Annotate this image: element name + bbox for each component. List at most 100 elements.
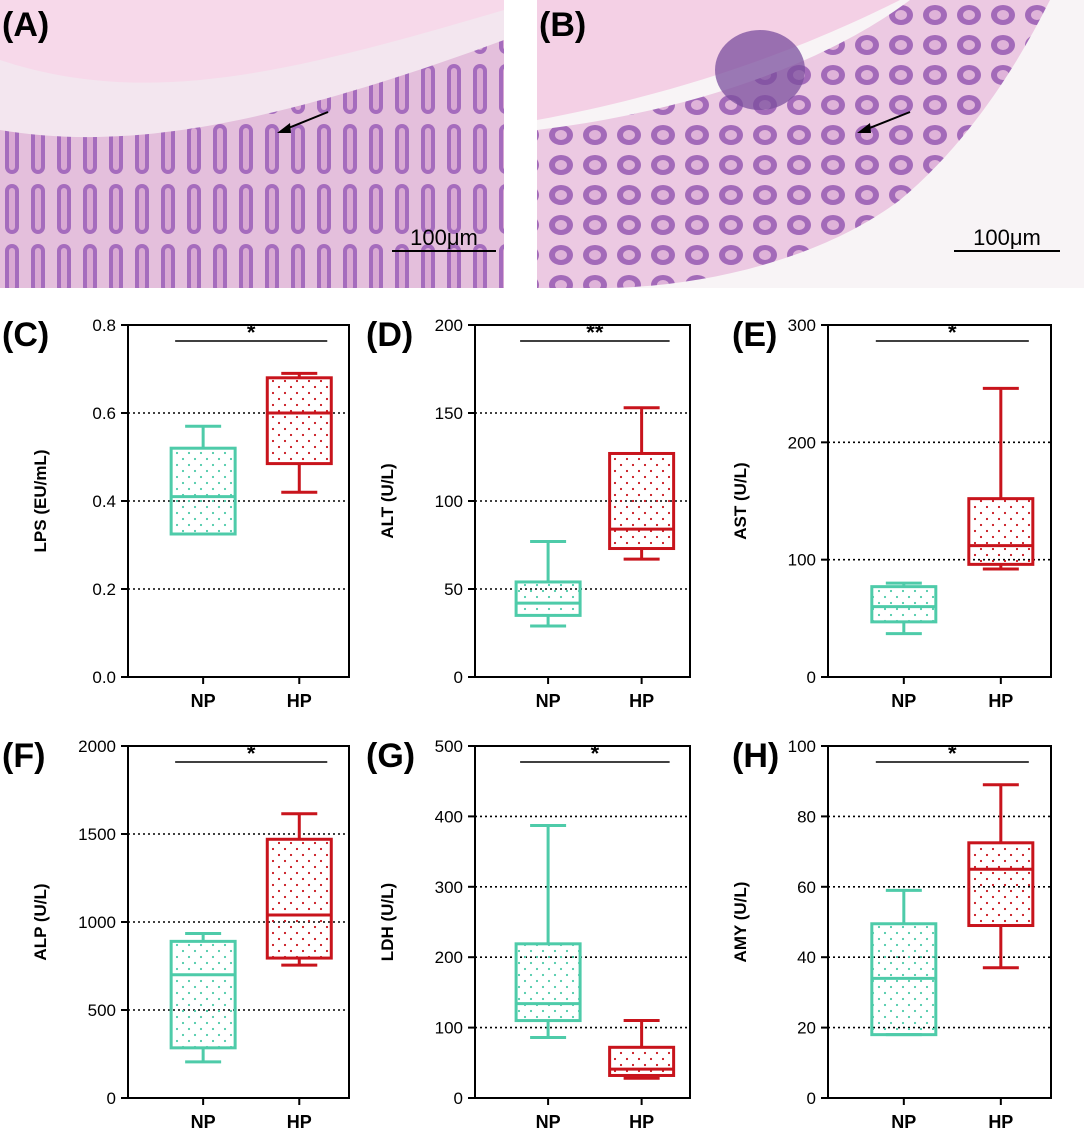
arrowhead-icon: [857, 123, 871, 133]
box-iqr: [608, 1045, 676, 1077]
panel-label: (D): [366, 316, 413, 354]
box-iqr: [967, 841, 1035, 928]
significance-marker: **: [586, 320, 604, 345]
panel-label: (F): [2, 737, 45, 775]
scale-bar-label-a: 100μm: [410, 225, 478, 250]
box-iqr: [967, 497, 1035, 566]
panel-label: (C): [2, 316, 49, 354]
chart-lps: (C) 0.0 0.2 0.4 0.6 0.8 LPS (EU/mL) NP HP *: [2, 316, 350, 711]
x-tick-label-np: NP: [891, 1112, 916, 1129]
x-tick-label-hp: HP: [988, 691, 1013, 711]
chart-ldh: (G) 0 100 200 300 400 500 LDH (U/L) NP HP *: [366, 737, 691, 1129]
chart-alp: (F) 0 500 1000 1500 2000 ALP (U/L) NP HP *: [2, 737, 350, 1129]
y-axis-label: AST (U/L): [731, 462, 750, 539]
x-tick-label-hp: HP: [988, 1112, 1013, 1129]
box-np: [169, 424, 237, 536]
y-tick-label: 0.2: [92, 580, 116, 599]
y-tick-label: 100: [788, 737, 816, 756]
panel-label-b: (B): [539, 6, 586, 44]
box-np: [514, 824, 582, 1039]
x-tick-label-hp: HP: [287, 1112, 312, 1129]
y-tick-label: 1000: [78, 913, 116, 932]
chart-alt: (D) 0 50 100 150 200 ALT (U/L) NP HP **: [366, 316, 691, 711]
y-tick-label: 100: [435, 1019, 463, 1038]
box-np: [870, 888, 938, 1037]
x-tick-label-np: NP: [536, 1112, 561, 1129]
y-tick-label: 40: [797, 948, 816, 967]
scale-bar-label-b: 100μm: [973, 225, 1041, 250]
significance-marker: *: [247, 741, 256, 766]
y-tick-label: 0.8: [92, 316, 116, 335]
box-iqr: [265, 837, 333, 960]
x-tick-label-np: NP: [191, 691, 216, 711]
box-hp: [265, 371, 333, 494]
box-np: [514, 539, 582, 628]
panel-label-a: (A): [2, 6, 49, 44]
y-tick-label: 50: [444, 580, 463, 599]
muscle-layer-a: [0, 0, 504, 83]
y-axis-label: LDH (U/L): [378, 883, 397, 961]
y-axis-label: ALT (U/L): [378, 463, 397, 538]
plot-frame: [474, 745, 691, 1099]
box-iqr: [608, 451, 676, 551]
x-tick-label-np: NP: [191, 1112, 216, 1129]
x-tick-label-np: NP: [891, 691, 916, 711]
box-np: [870, 581, 938, 636]
x-tick-label-hp: HP: [287, 691, 312, 711]
y-tick-label: 400: [435, 807, 463, 826]
chart-amy: (H) 0 20 40 60 80 100 AMY (U/L) NP HP *: [731, 737, 1052, 1129]
mucosa-a: [0, 40, 504, 288]
plot-frame: [827, 324, 1052, 678]
significance-marker: *: [247, 320, 256, 345]
y-tick-label: 500: [435, 737, 463, 756]
y-tick-label: 1500: [78, 825, 116, 844]
significance-marker: *: [948, 320, 957, 345]
box-iqr: [169, 446, 237, 536]
box-iqr: [514, 580, 582, 617]
box-hp: [967, 783, 1035, 970]
box-hp: [265, 812, 333, 967]
charts-grid: (C) 0.0 0.2 0.4 0.6 0.8 LPS (EU/mL) NP HP * (D) 0 50…: [2, 316, 1052, 1129]
y-tick-label: 100: [435, 492, 463, 511]
y-tick-label: 500: [88, 1001, 116, 1020]
y-tick-label: 0: [807, 668, 816, 687]
panel-label: (G): [366, 737, 415, 775]
panel-label: (H): [732, 737, 779, 775]
box-hp: [608, 406, 676, 561]
box-iqr: [169, 939, 237, 1050]
y-tick-label: 200: [435, 948, 463, 967]
y-tick-label: 0: [807, 1089, 816, 1108]
box-np: [169, 931, 237, 1064]
y-tick-label: 300: [788, 316, 816, 335]
lymphoid-aggregate-b: [715, 30, 805, 110]
x-tick-label-hp: HP: [629, 1112, 654, 1129]
box-iqr: [870, 585, 938, 624]
y-tick-label: 0: [454, 668, 463, 687]
y-tick-label: 0.6: [92, 404, 116, 423]
significance-marker: *: [948, 741, 957, 766]
y-axis-label: ALP (U/L): [31, 883, 50, 960]
significance-marker: *: [591, 741, 600, 766]
y-tick-label: 200: [788, 433, 816, 452]
y-tick-label: 150: [435, 404, 463, 423]
box-iqr: [514, 942, 582, 1023]
y-axis-label: AMY (U/L): [731, 882, 750, 963]
y-tick-label: 200: [435, 316, 463, 335]
y-tick-label: 60: [797, 878, 816, 897]
y-tick-label: 0: [454, 1089, 463, 1108]
micrograph-a: 100μm (A): [0, 0, 504, 288]
y-tick-label: 20: [797, 1019, 816, 1038]
chart-ast: (E) 0 100 200 300 AST (U/L) NP HP *: [731, 316, 1052, 711]
panel-label: (E): [732, 316, 777, 354]
y-tick-label: 0: [107, 1089, 116, 1108]
arrowhead-icon: [277, 123, 291, 133]
box-iqr: [265, 376, 333, 466]
plot-frame: [827, 745, 1052, 1099]
box-hp: [967, 386, 1035, 571]
mucosa-b: [537, 0, 1050, 288]
x-tick-label-hp: HP: [629, 691, 654, 711]
y-axis-label: LPS (EU/mL): [31, 450, 50, 553]
y-tick-label: 2000: [78, 737, 116, 756]
y-tick-label: 300: [435, 878, 463, 897]
